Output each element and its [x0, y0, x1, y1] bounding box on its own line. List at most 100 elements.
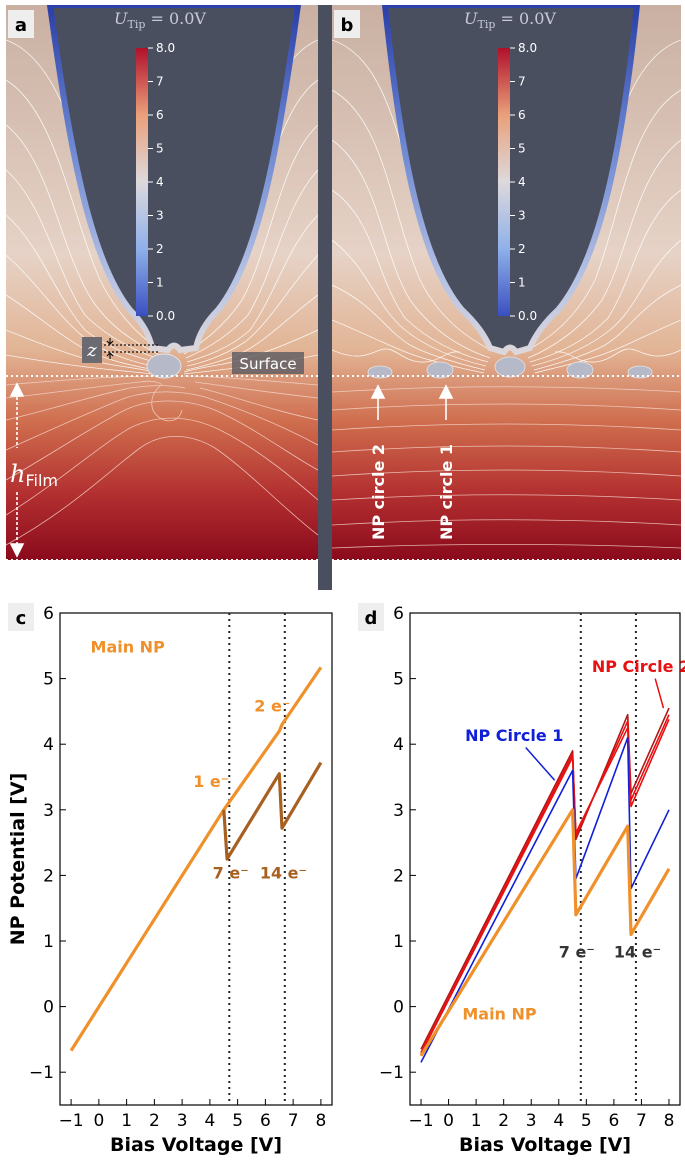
annotation-label: NP Circle 2	[592, 657, 685, 676]
bias-voltage-label: UBias = +8.0V	[452, 568, 569, 590]
x-tick-label: 4	[204, 1111, 215, 1131]
y-tick-label: 5	[43, 670, 54, 690]
y-tick-label: 0	[393, 998, 404, 1018]
np-circle-2-label: NP circle 2	[369, 444, 388, 540]
x-tick-label: 7	[288, 1111, 299, 1131]
colorbar-tick-label: 3	[518, 209, 526, 223]
tip-voltage-label: UTip = 0.0V	[114, 9, 206, 31]
support-label: Conducting support	[104, 567, 262, 586]
plot-frame	[59, 612, 333, 1106]
x-tick-label: 4	[553, 1111, 564, 1131]
series-line	[222, 761, 323, 861]
colorbar-a: 8.0 7 6 5 4 3 2 1 0.0	[136, 41, 175, 323]
colorbar-tick-label: 7	[518, 75, 526, 89]
panel-label-box-c	[8, 603, 34, 631]
x-tick-label: 2	[149, 1111, 160, 1131]
y-tick-label: 3	[43, 801, 54, 821]
colorbar-tick-label: 7	[156, 75, 164, 89]
x-axis-label: Bias Voltage [V]	[110, 1134, 282, 1156]
z-label-box	[82, 337, 102, 363]
x-tick-label: 5	[581, 1111, 592, 1131]
surface-label: Surface	[239, 355, 296, 373]
y-tick-label: 1	[393, 932, 404, 952]
film-thickness-arrow	[9, 382, 25, 558]
x-tick-label: 6	[608, 1111, 619, 1131]
series-line	[420, 714, 670, 1053]
x-tick-label: 8	[664, 1111, 675, 1131]
y-tick-label: 1	[43, 932, 54, 952]
panel-label-b: b	[341, 15, 354, 36]
panel-label-a: a	[15, 15, 27, 36]
film-field-lines	[332, 386, 681, 549]
annotation-label: 14 e⁻	[260, 864, 307, 883]
tip-shape	[381, 5, 641, 356]
y-tick-label: −1	[379, 1063, 404, 1083]
x-tick-label: −1	[408, 1111, 433, 1131]
series-line	[419, 808, 671, 1057]
colorbar-tick-label: 6	[156, 108, 164, 122]
colorbar-tick-label: 2	[156, 242, 164, 256]
y-tick-label: 2	[43, 866, 54, 886]
panel-label-d: d	[365, 608, 378, 629]
annotation-label: 7 e⁻	[213, 864, 249, 883]
field-lines	[332, 39, 681, 374]
x-tick-label: 3	[177, 1111, 188, 1131]
x-axis-label: Bias Voltage [V]	[459, 1134, 631, 1156]
y-tick-label: 6	[43, 604, 54, 624]
annotation-label: 2 e⁻	[254, 696, 290, 715]
annotation-label: 14 e⁻	[614, 942, 661, 961]
y-tick-label: 0	[43, 998, 54, 1018]
y-tick-label: 2	[393, 866, 404, 886]
colorbar-tick-label: 5	[518, 142, 526, 156]
series-line	[420, 736, 670, 1063]
x-tick-label: 5	[232, 1111, 243, 1131]
panel-divider	[318, 5, 332, 590]
z-label: z	[86, 340, 97, 361]
colorbar-tick-label: 1	[518, 276, 526, 290]
colorbar-tick-label: 4	[518, 175, 526, 189]
np-circle-arrows	[370, 384, 454, 420]
colorbar-tick-label: 0.0	[156, 309, 175, 323]
colorbar-tick-label: 3	[156, 209, 164, 223]
tip-voltage-label: UTip = 0.0V	[464, 9, 556, 31]
x-tick-label: 6	[260, 1111, 271, 1131]
colorbar-tick-label: 4	[156, 175, 164, 189]
colorbar-tick-label: 5	[156, 142, 164, 156]
x-tick-label: 3	[526, 1111, 537, 1131]
colorbar-tick-label: 8.0	[156, 41, 175, 55]
x-tick-label: −1	[59, 1111, 84, 1131]
x-tick-label: 8	[315, 1111, 326, 1131]
panel-a	[6, 5, 318, 560]
z-marker	[104, 338, 160, 359]
y-tick-label: 4	[43, 735, 54, 755]
y-tick-label: 6	[393, 604, 404, 624]
panel-label-box-b	[334, 10, 360, 38]
np-circle-1-label: NP circle 1	[437, 444, 456, 540]
x-tick-label: 1	[121, 1111, 132, 1131]
tip-shape	[46, 5, 302, 354]
x-tick-label: 2	[498, 1111, 509, 1131]
surface-label-box	[232, 352, 304, 374]
annotation-label: Main NP	[91, 637, 166, 656]
series-line	[69, 666, 323, 1052]
x-tick-label: 7	[636, 1111, 647, 1131]
y-tick-label: 5	[393, 670, 404, 690]
x-tick-label: 0	[443, 1111, 454, 1131]
panel-label-box-d	[358, 603, 384, 631]
series-line	[420, 718, 670, 1055]
colorbar-b: 8.0 7 6 5 4 3 2 1 0.0	[498, 41, 537, 323]
x-tick-label: 1	[471, 1111, 482, 1131]
colorbar-tick-label: 1	[156, 276, 164, 290]
plot-frame	[409, 612, 681, 1106]
colorbar-tick-label: 2	[518, 242, 526, 256]
y-axis-label: NP Potential [V]	[7, 773, 29, 946]
np-circle-1-arrow	[525, 746, 556, 781]
nanoparticle	[146, 353, 182, 379]
annotation-label: 7 e⁻	[559, 942, 595, 961]
y-tick-label: −1	[29, 1063, 54, 1083]
panel-label-box-a	[8, 10, 34, 38]
annotation-label: 1 e⁻	[193, 772, 229, 791]
